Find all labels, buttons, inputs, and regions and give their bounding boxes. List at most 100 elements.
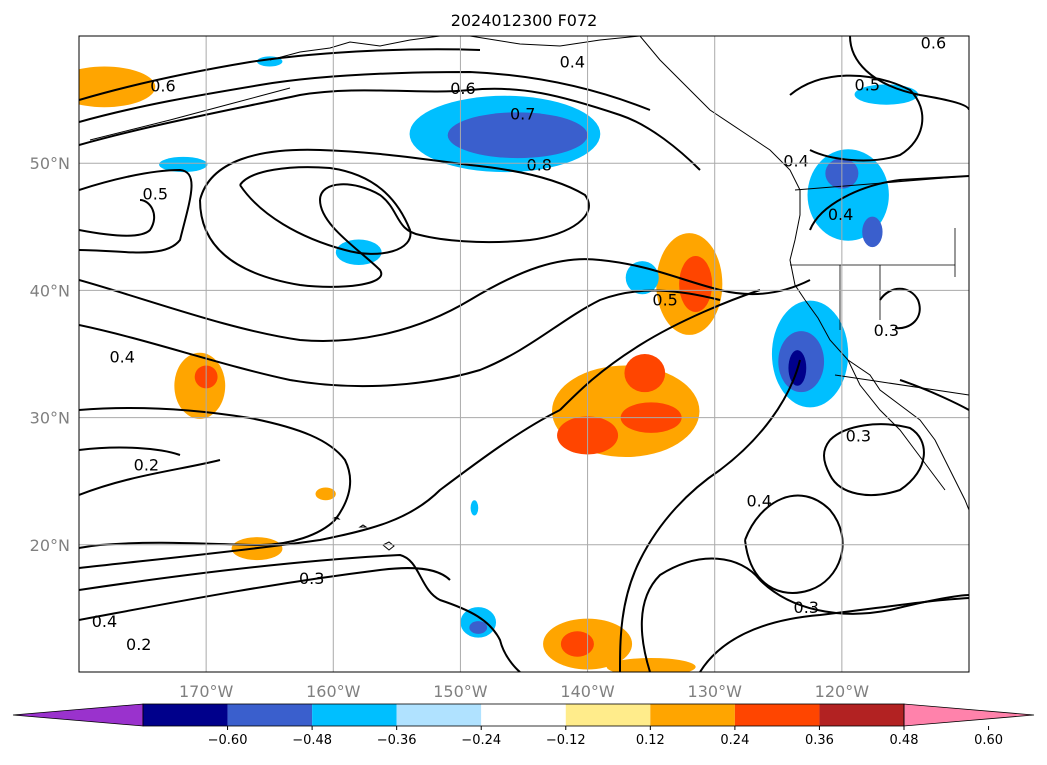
shaded-region: [470, 500, 479, 516]
shaded-region: [560, 631, 594, 657]
contour-label: 0.2: [134, 456, 159, 475]
contour-label: 0.6: [150, 77, 175, 96]
colorbar-segment: [650, 704, 735, 726]
colorbar-segment: [396, 704, 482, 726]
lon-tick-label: 170°W: [179, 682, 234, 701]
colorbar-segment: [819, 704, 904, 726]
colorbar-extend-min: [12, 703, 144, 727]
contour-line: [899, 379, 969, 411]
contour-line: [79, 48, 481, 101]
contour-label: 0.3: [846, 426, 871, 445]
colorbar-frame: [142, 703, 905, 727]
colorbar-segment: [312, 704, 397, 726]
map-area: 0.6 0.7 0.8 0.4 0.6 0.5 0.4 0.2 0.3 0.4 0.2 0.5 0.4 0…: [79, 33, 969, 672]
contour-label: 0.5: [855, 75, 880, 94]
colorbar: −0.60 −0.48 −0.36 −0.24 −0.12 0.12 0.24 0.36 0.4…: [12, 703, 1035, 748]
contour-line: [849, 36, 969, 111]
lon-tick-label: 150°W: [433, 682, 488, 701]
contour-label: 0.4: [560, 52, 585, 71]
shaded-region: [315, 487, 336, 501]
lat-tick-label: 40°N: [30, 281, 70, 300]
lon-tick-label: 160°W: [306, 682, 361, 701]
coastline-north-america: [639, 36, 969, 511]
colorbar-tick-label: −0.60: [208, 733, 248, 748]
colorbar-tick-label: −0.48: [292, 733, 332, 748]
coastline-aleutians: [89, 87, 291, 141]
colorbar-tick-label: −0.36: [377, 733, 417, 748]
map-frame: [78, 35, 970, 673]
contour-label: 0.5: [652, 290, 677, 309]
colorbar-segment: [734, 704, 820, 726]
shaded-region: [79, 66, 156, 108]
contour-line: [79, 199, 156, 237]
contour-label: 0.2: [126, 635, 151, 654]
lat-tick-label: 20°N: [30, 536, 70, 555]
shaded-region: [606, 658, 696, 672]
contour-line: [823, 423, 925, 496]
lat-tick-labels: 20°N 30°N 40°N 50°N: [30, 154, 70, 555]
contour-line: [809, 175, 969, 231]
colorbar-segment: [227, 704, 313, 726]
colorbar-segment: [481, 704, 566, 726]
contour-label: 0.7: [510, 105, 535, 124]
lat-tick-label: 50°N: [30, 154, 70, 173]
contour-line: [79, 567, 451, 621]
contour-label: 0.4: [828, 205, 853, 224]
contour-label: 0.8: [527, 155, 552, 174]
shaded-region: [469, 621, 488, 634]
shaded-region: [624, 354, 666, 393]
contour-line: [79, 407, 352, 549]
colorbar-tick-label: 0.24: [720, 733, 749, 748]
colorbar-extend-max: [903, 703, 1035, 727]
contour-line: [79, 446, 181, 456]
contour-line: [79, 289, 721, 388]
contour-line: [79, 409, 561, 569]
colorbar-segment: [565, 704, 651, 726]
gridlines: [79, 36, 969, 672]
contour-label: 0.4: [110, 348, 135, 367]
coastlines: [89, 36, 969, 551]
colorbar-segment: [143, 704, 228, 726]
colorbar-tick-label: −0.12: [546, 733, 586, 748]
shaded-region: [854, 84, 919, 105]
contour-line: [79, 168, 193, 254]
contour-line: [199, 148, 590, 288]
shaded-region: [625, 261, 659, 295]
chart-title: 2024012300 F072: [451, 11, 598, 30]
contour-line: [79, 70, 651, 123]
contour-label: 0.6: [921, 33, 946, 52]
coastline-baja: [847, 359, 946, 491]
lon-tick-labels: 170°W 160°W 150°W 140°W 130°W 120°W: [179, 682, 869, 701]
contour-line: [239, 166, 412, 255]
lon-tick-label: 120°W: [815, 682, 870, 701]
shaded-region: [447, 112, 588, 159]
contour-label: 0.4: [746, 491, 771, 510]
contour-label: 0.6: [450, 79, 475, 98]
contour-label: 0.3: [299, 569, 324, 588]
colorbar-tick-label: −0.24: [461, 733, 501, 748]
contour-label: 0.4: [92, 612, 117, 631]
contour-labels: 0.6 0.7 0.8 0.4 0.6 0.5 0.4 0.2 0.3 0.4 0.2 0.5 0.4 0…: [92, 33, 946, 654]
contour-line: [640, 557, 969, 672]
lon-tick-label: 130°W: [688, 682, 743, 701]
colorbar-tick-label: 0.48: [890, 733, 919, 748]
border-us-mexico: [834, 374, 969, 396]
shaded-region: [159, 156, 208, 173]
colorbar-tick-label: 0.36: [805, 733, 834, 748]
contour-label: 0.4: [783, 152, 808, 171]
contour-line: [699, 597, 969, 672]
contour-line: [789, 74, 924, 162]
coastline-alaska: [269, 36, 641, 61]
contour-line: [79, 553, 521, 672]
lon-tick-label: 140°W: [560, 682, 615, 701]
state-borders: [790, 228, 956, 330]
colorbar-tick-label: 0.60: [974, 733, 1003, 748]
colorbar-tick-label: 0.12: [636, 733, 665, 748]
contour-label: 0.5: [143, 185, 168, 204]
shaded-region: [862, 216, 883, 248]
contour-label: 0.3: [874, 321, 899, 340]
contour-line: [559, 289, 761, 411]
contour-label: 0.3: [794, 598, 819, 617]
shaded-anomalies: [79, 56, 919, 672]
